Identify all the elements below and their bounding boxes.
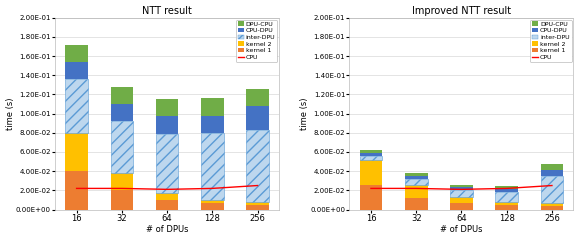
Bar — [156, 99, 178, 116]
Bar — [201, 203, 223, 210]
Bar — [405, 185, 427, 198]
Bar — [111, 121, 133, 173]
Bar — [360, 156, 382, 160]
Bar — [246, 202, 269, 205]
Bar — [111, 173, 133, 190]
Bar — [246, 130, 269, 202]
Bar — [405, 176, 427, 179]
Bar — [201, 115, 223, 133]
Bar — [65, 79, 88, 133]
Bar — [111, 190, 133, 210]
Bar — [65, 62, 88, 79]
Title: NTT result: NTT result — [142, 6, 192, 16]
Bar — [111, 87, 133, 104]
Bar — [246, 205, 269, 210]
Bar — [496, 205, 518, 210]
Bar — [450, 203, 473, 210]
Bar — [360, 150, 382, 153]
Bar — [65, 133, 88, 171]
Y-axis label: time (s): time (s) — [6, 97, 14, 130]
Bar — [541, 170, 563, 176]
Bar — [65, 171, 88, 210]
Bar — [405, 173, 427, 176]
X-axis label: # of DPUs: # of DPUs — [440, 225, 483, 234]
Bar — [541, 203, 563, 206]
Bar — [541, 164, 563, 170]
Bar — [156, 193, 178, 200]
Bar — [111, 104, 133, 121]
Bar — [246, 89, 269, 106]
Bar — [450, 197, 473, 203]
Bar — [450, 187, 473, 190]
Bar — [201, 98, 223, 115]
Bar — [450, 190, 473, 197]
Bar — [496, 192, 518, 202]
X-axis label: # of DPUs: # of DPUs — [146, 225, 188, 234]
Bar — [246, 106, 269, 130]
Legend: DPU-CPU, CPU-DPU, inter-DPU, kernel 2, kernel 1, CPU: DPU-CPU, CPU-DPU, inter-DPU, kernel 2, k… — [236, 20, 277, 62]
Bar — [541, 176, 563, 203]
Title: Improved NTT result: Improved NTT result — [412, 6, 511, 16]
Bar — [405, 198, 427, 210]
Bar — [496, 186, 518, 189]
Bar — [405, 179, 427, 185]
Bar — [496, 189, 518, 192]
Bar — [201, 200, 223, 203]
Bar — [156, 200, 178, 210]
Legend: DPU-CPU, CPU-DPU, inter-DPU, kernel 2, kernel 1, CPU: DPU-CPU, CPU-DPU, inter-DPU, kernel 2, k… — [530, 20, 571, 62]
Bar — [65, 45, 88, 62]
Y-axis label: time (s): time (s) — [300, 97, 309, 130]
Bar — [156, 116, 178, 134]
Bar — [450, 185, 473, 187]
Bar — [156, 134, 178, 193]
Bar — [201, 133, 223, 200]
Bar — [360, 185, 382, 210]
Bar — [541, 206, 563, 210]
Bar — [360, 160, 382, 185]
Bar — [496, 202, 518, 205]
Bar — [360, 153, 382, 156]
